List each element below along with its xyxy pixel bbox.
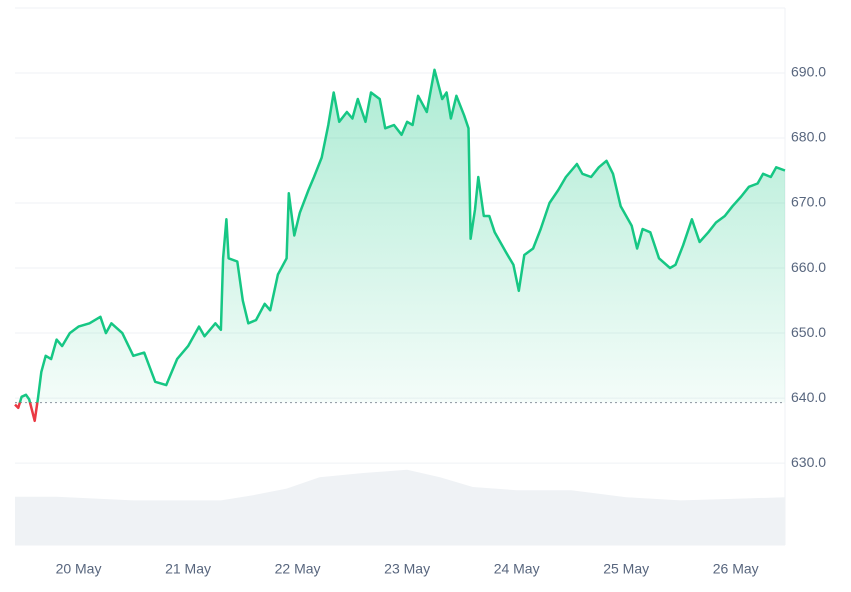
- x-tick-label: 20 May: [56, 561, 102, 577]
- x-tick-label: 25 May: [603, 561, 649, 577]
- price-line: [14, 68, 786, 423]
- y-tick-label: 690.0: [791, 64, 826, 80]
- x-tick-label: 26 May: [713, 561, 759, 577]
- price-area: [15, 69, 785, 421]
- y-tick-label: 660.0: [791, 259, 826, 275]
- x-tick-label: 21 May: [165, 561, 211, 577]
- volume-area: [15, 469, 785, 545]
- x-tick-label: 22 May: [275, 561, 321, 577]
- y-tick-label: 640.0: [791, 389, 826, 405]
- x-tick-label: 24 May: [494, 561, 540, 577]
- y-tick-label: 650.0: [791, 324, 826, 340]
- y-tick-label: 670.0: [791, 194, 826, 210]
- x-tick-label: 23 May: [384, 561, 430, 577]
- y-tick-label: 680.0: [791, 129, 826, 145]
- y-tick-label: 630.0: [791, 454, 826, 470]
